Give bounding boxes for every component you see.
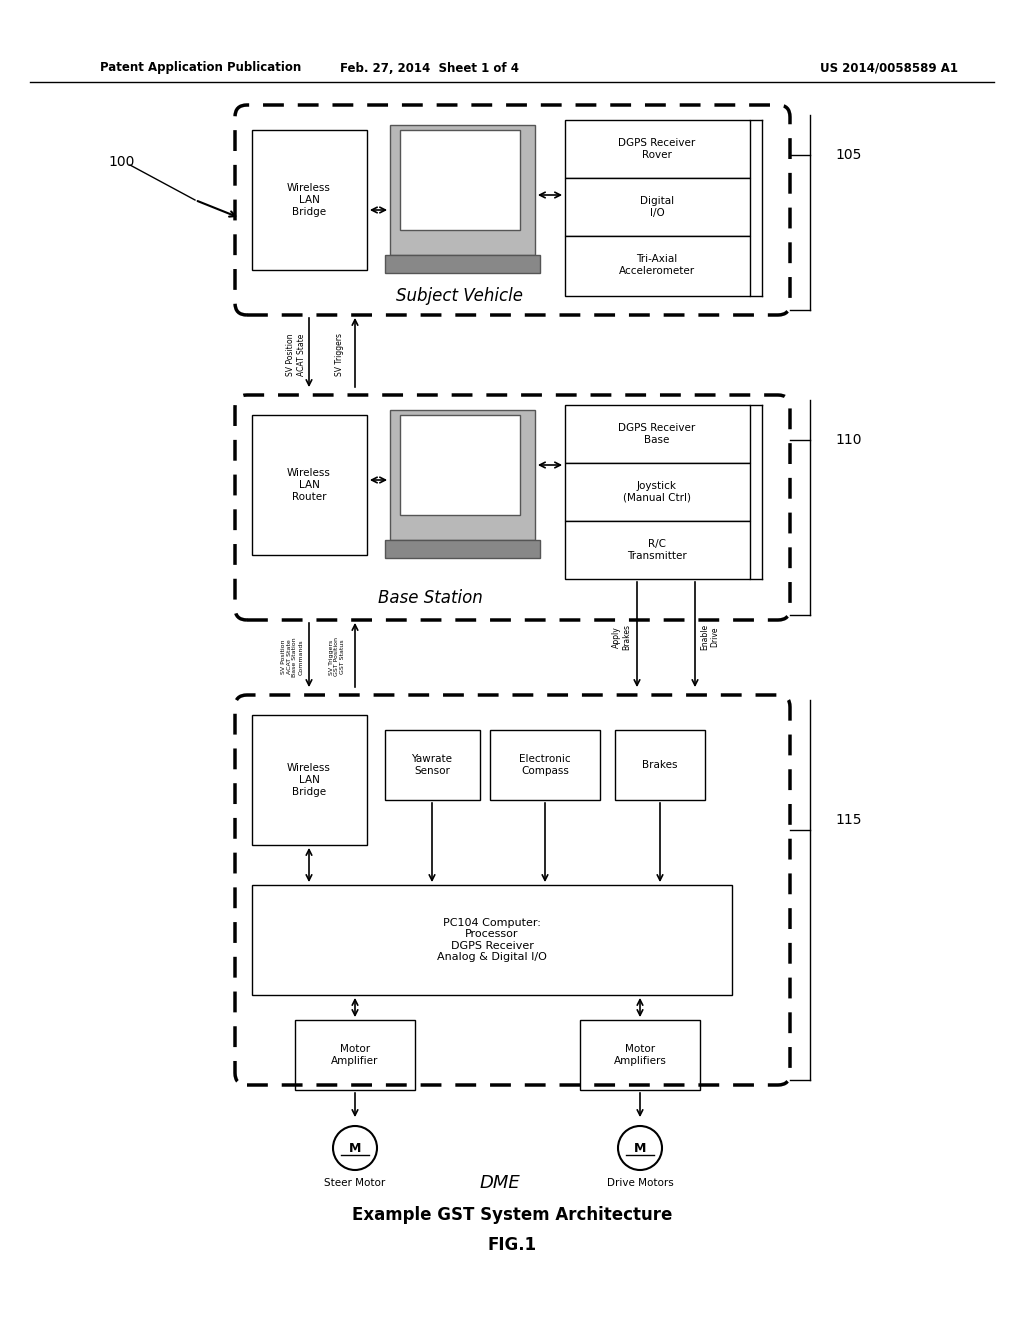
Bar	[565, 120, 750, 178]
Bar	[390, 411, 535, 540]
Text: Example GST System Architecture: Example GST System Architecture	[352, 1206, 672, 1224]
Text: 115: 115	[835, 813, 861, 828]
Text: Enable
Drive: Enable Drive	[700, 624, 720, 649]
Text: Wireless
LAN
Bridge: Wireless LAN Bridge	[287, 763, 331, 796]
Bar	[565, 405, 750, 463]
Bar	[580, 1020, 700, 1090]
Bar	[565, 178, 750, 236]
Text: Subject Vehicle: Subject Vehicle	[396, 286, 523, 305]
Bar	[252, 715, 367, 845]
Text: Motor
Amplifiers: Motor Amplifiers	[613, 1044, 667, 1065]
Text: SV Triggers: SV Triggers	[336, 334, 344, 376]
Text: 100: 100	[108, 154, 134, 169]
Bar	[295, 1020, 415, 1090]
Text: Apply
Brakes: Apply Brakes	[612, 624, 632, 649]
Bar	[565, 463, 750, 521]
Bar	[252, 414, 367, 554]
Text: SV Position
ACAT State: SV Position ACAT State	[287, 334, 306, 376]
Text: Digital
I/O: Digital I/O	[640, 197, 674, 218]
Bar	[400, 129, 520, 230]
Text: Tri-Axial
Accelerometer: Tri-Axial Accelerometer	[618, 255, 695, 276]
Bar	[565, 521, 750, 579]
Bar	[252, 884, 732, 995]
Text: Patent Application Publication: Patent Application Publication	[100, 62, 301, 74]
Text: M: M	[634, 1142, 646, 1155]
Bar	[490, 730, 600, 800]
Text: Yawrate
Sensor: Yawrate Sensor	[412, 754, 453, 776]
Text: US 2014/0058589 A1: US 2014/0058589 A1	[820, 62, 958, 74]
Text: DGPS Receiver
Rover: DGPS Receiver Rover	[618, 139, 695, 160]
Text: Feb. 27, 2014  Sheet 1 of 4: Feb. 27, 2014 Sheet 1 of 4	[341, 62, 519, 74]
Text: Motor
Amplifier: Motor Amplifier	[332, 1044, 379, 1065]
Text: R/C
Transmitter: R/C Transmitter	[627, 539, 687, 561]
Text: PC104 Computer:
Processor
DGPS Receiver
Analog & Digital I/O: PC104 Computer: Processor DGPS Receiver …	[437, 917, 547, 962]
Text: Electronic
Compass: Electronic Compass	[519, 754, 570, 776]
Bar	[385, 730, 480, 800]
Text: Base Station: Base Station	[378, 589, 482, 607]
Text: 105: 105	[835, 148, 861, 162]
Text: Brakes: Brakes	[642, 760, 678, 770]
Text: DGPS Receiver
Base: DGPS Receiver Base	[618, 424, 695, 445]
Text: FIG.1: FIG.1	[487, 1236, 537, 1254]
Bar	[400, 414, 520, 515]
Bar	[385, 540, 540, 558]
Text: Drive Motors: Drive Motors	[606, 1177, 674, 1188]
Text: 110: 110	[835, 433, 861, 447]
Bar	[385, 255, 540, 273]
Text: Wireless
LAN
Router: Wireless LAN Router	[287, 469, 331, 502]
Bar	[565, 236, 750, 296]
Text: Wireless
LAN
Bridge: Wireless LAN Bridge	[287, 183, 331, 216]
Text: M: M	[349, 1142, 361, 1155]
Text: SV Position
ACAT State
Base Station
Commands: SV Position ACAT State Base Station Comm…	[281, 638, 303, 677]
Text: SV Triggers
GST Position
GST Status: SV Triggers GST Position GST Status	[329, 638, 345, 676]
Text: DME: DME	[479, 1173, 520, 1192]
Text: Joystick
(Manual Ctrl): Joystick (Manual Ctrl)	[623, 482, 691, 503]
Text: Steer Motor: Steer Motor	[325, 1177, 386, 1188]
Bar	[252, 129, 367, 271]
Bar	[390, 125, 535, 255]
Bar	[615, 730, 705, 800]
